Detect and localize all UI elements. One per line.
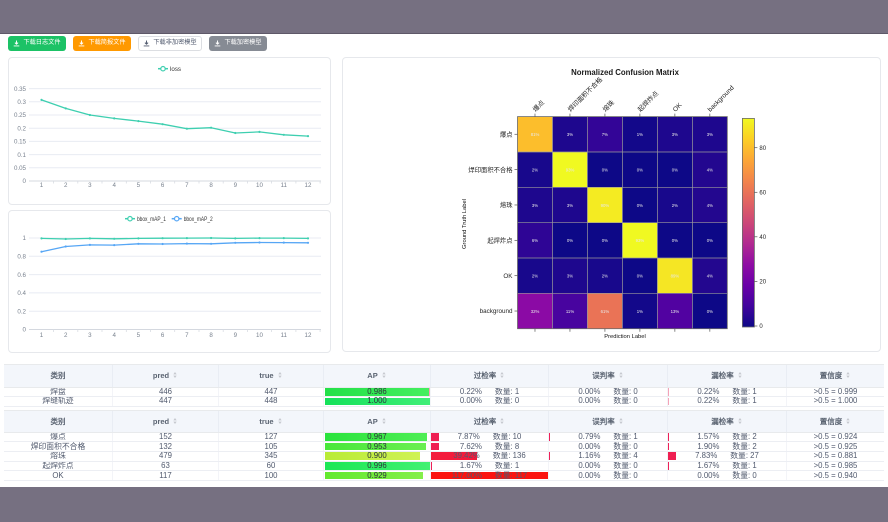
svg-text:6: 6 [161, 332, 165, 339]
svg-text:1: 1 [23, 235, 27, 242]
svg-text:2%: 2% [532, 167, 538, 172]
svg-text:bbox_mAP_1: bbox_mAP_1 [137, 216, 166, 223]
svg-text:0%: 0% [672, 167, 678, 172]
svg-text:3%: 3% [567, 132, 573, 137]
svg-text:0.05: 0.05 [14, 165, 27, 172]
svg-text:0.35: 0.35 [14, 86, 27, 93]
svg-text:爆点: 爆点 [531, 98, 547, 114]
svg-text:20: 20 [759, 280, 766, 286]
svg-text:1%: 1% [637, 132, 643, 137]
svg-text:bbox_mAP_2: bbox_mAP_2 [184, 216, 213, 223]
svg-text:loss: loss [170, 66, 181, 73]
svg-text:0.6: 0.6 [17, 272, 26, 279]
svg-text:2: 2 [64, 332, 68, 339]
svg-text:8: 8 [209, 332, 213, 339]
svg-text:2%: 2% [672, 203, 678, 208]
svg-text:3%: 3% [532, 203, 538, 208]
svg-text:60: 60 [759, 191, 766, 197]
svg-text:0.3: 0.3 [17, 99, 26, 106]
svg-text:10: 10 [256, 332, 263, 339]
svg-text:8: 8 [209, 182, 213, 189]
svg-text:1%: 1% [637, 309, 643, 314]
svg-text:0: 0 [23, 327, 27, 334]
svg-text:0.4: 0.4 [17, 290, 26, 297]
svg-text:4: 4 [112, 182, 116, 189]
svg-text:0: 0 [759, 324, 763, 330]
svg-text:0%: 0% [672, 238, 678, 243]
svg-text:12: 12 [305, 332, 312, 339]
svg-text:OK: OK [672, 101, 684, 113]
svg-text:background: background [707, 84, 736, 113]
svg-text:0%: 0% [567, 238, 573, 243]
svg-text:40: 40 [759, 235, 766, 241]
svg-text:Prediction Label: Prediction Label [604, 334, 646, 340]
svg-text:background: background [480, 308, 513, 315]
svg-text:0.2: 0.2 [17, 308, 26, 315]
svg-text:起焊炸点: 起焊炸点 [487, 236, 512, 245]
svg-text:7%: 7% [602, 132, 608, 137]
svg-text:熔珠: 熔珠 [600, 98, 616, 114]
svg-text:2%: 2% [532, 274, 538, 279]
svg-text:9: 9 [234, 332, 238, 339]
svg-text:89%: 89% [671, 274, 680, 279]
svg-text:3%: 3% [567, 274, 573, 279]
svg-text:11%: 11% [566, 309, 574, 314]
svg-text:0%: 0% [602, 167, 608, 172]
svg-text:61%: 61% [601, 309, 610, 314]
svg-text:93%: 93% [636, 238, 645, 243]
svg-text:3: 3 [88, 332, 92, 339]
svg-text:1: 1 [40, 332, 44, 339]
svg-text:0%: 0% [637, 167, 643, 172]
svg-text:0: 0 [23, 178, 27, 185]
svg-text:6: 6 [161, 182, 165, 189]
svg-text:OK: OK [503, 273, 513, 280]
svg-text:5: 5 [137, 332, 141, 339]
svg-text:3%: 3% [707, 132, 713, 137]
svg-text:12: 12 [305, 182, 312, 189]
svg-text:3: 3 [88, 182, 92, 189]
svg-text:2%: 2% [602, 274, 608, 279]
svg-text:爆点: 爆点 [500, 130, 513, 139]
svg-text:起焊炸点: 起焊炸点 [635, 88, 660, 113]
svg-text:9: 9 [234, 182, 238, 189]
svg-text:0.15: 0.15 [14, 139, 27, 146]
svg-text:1: 1 [40, 182, 44, 189]
svg-text:10: 10 [256, 182, 263, 189]
svg-text:81%: 81% [531, 132, 540, 137]
svg-text:0%: 0% [637, 274, 643, 279]
svg-text:Ground Truth Label: Ground Truth Label [462, 199, 468, 249]
svg-text:焊印面积不合格: 焊印面积不合格 [468, 165, 513, 174]
svg-text:0%: 0% [707, 309, 713, 314]
svg-text:焊印面积不合格: 焊印面积不合格 [566, 75, 605, 114]
svg-text:2: 2 [64, 182, 68, 189]
svg-text:7: 7 [185, 332, 189, 339]
svg-text:32%: 32% [531, 309, 540, 314]
svg-text:13%: 13% [671, 309, 680, 314]
svg-text:熔珠: 熔珠 [500, 200, 513, 209]
svg-text:5: 5 [137, 182, 141, 189]
svg-text:0.1: 0.1 [17, 152, 26, 159]
svg-text:4%: 4% [707, 274, 713, 279]
svg-text:Normalized Confusion Matrix: Normalized Confusion Matrix [571, 68, 680, 77]
svg-text:3%: 3% [567, 203, 573, 208]
svg-text:0%: 0% [602, 238, 608, 243]
svg-text:93%: 93% [566, 167, 575, 172]
svg-text:3%: 3% [672, 132, 678, 137]
svg-text:0.25: 0.25 [14, 112, 27, 119]
svg-text:0.8: 0.8 [17, 254, 26, 261]
svg-text:0%: 0% [637, 203, 643, 208]
svg-text:6%: 6% [532, 238, 538, 243]
svg-text:0%: 0% [707, 238, 713, 243]
svg-text:11: 11 [281, 182, 288, 189]
svg-text:90%: 90% [601, 203, 610, 208]
svg-text:7: 7 [185, 182, 189, 189]
svg-text:4%: 4% [707, 167, 713, 172]
svg-text:0.2: 0.2 [17, 125, 26, 132]
svg-text:4: 4 [112, 332, 116, 339]
svg-text:80: 80 [759, 146, 766, 152]
svg-text:11: 11 [281, 332, 288, 339]
svg-text:4%: 4% [707, 203, 713, 208]
